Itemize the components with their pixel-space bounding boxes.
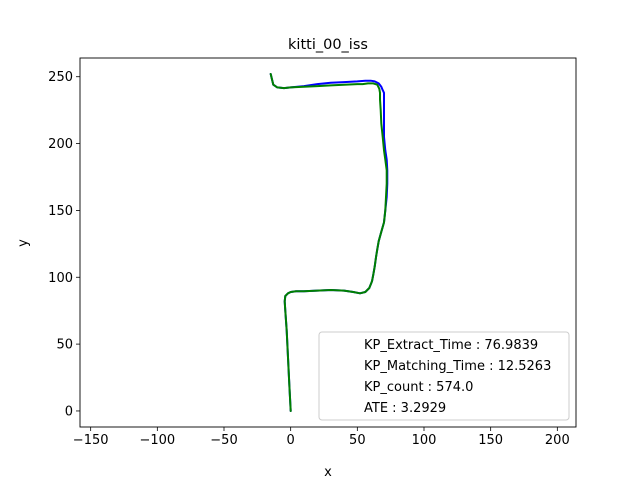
chart-title: kitti_00_iss: [288, 37, 368, 53]
y-tick-label: 250: [48, 70, 73, 85]
y-tick-label: 50: [56, 338, 73, 353]
legend-entry: KP_Extract_Time : 76.9839: [364, 338, 538, 353]
plot-area: [79, 57, 577, 428]
x-tick-label: 100: [412, 433, 437, 448]
x-tick-label: 150: [478, 433, 503, 448]
y-axis-label: y: [16, 239, 31, 247]
trajectory-series-2: [269, 73, 388, 412]
legend-box: [318, 331, 570, 421]
plot-frame: [79, 57, 577, 428]
x-tick-label: −100: [139, 433, 175, 448]
x-tick-label: 200: [545, 433, 570, 448]
x-tick-label: −50: [210, 433, 237, 448]
y-tick-label: 100: [48, 271, 73, 286]
x-axis-label: x: [324, 465, 332, 480]
legend-entry: KP_Matching_Time : 12.5263: [364, 359, 551, 374]
y-tick-label: 0: [65, 404, 73, 419]
legend-entry: ATE : 3.2929: [364, 401, 446, 416]
legend: KP_Extract_Time : 76.9839 KP_Matching_Tim…: [318, 331, 570, 421]
x-axis: −150 −100 −50 0 50 100 150 200: [73, 427, 570, 448]
x-tick-label: 50: [349, 433, 366, 448]
x-tick-label: 0: [287, 433, 295, 448]
y-tick-label: 150: [48, 204, 73, 219]
legend-entry: KP_count : 574.0: [364, 380, 473, 395]
y-tick-label: 200: [48, 137, 73, 152]
y-axis: 0 50 100 150 200 250: [48, 70, 80, 419]
x-tick-label: −150: [73, 433, 109, 448]
